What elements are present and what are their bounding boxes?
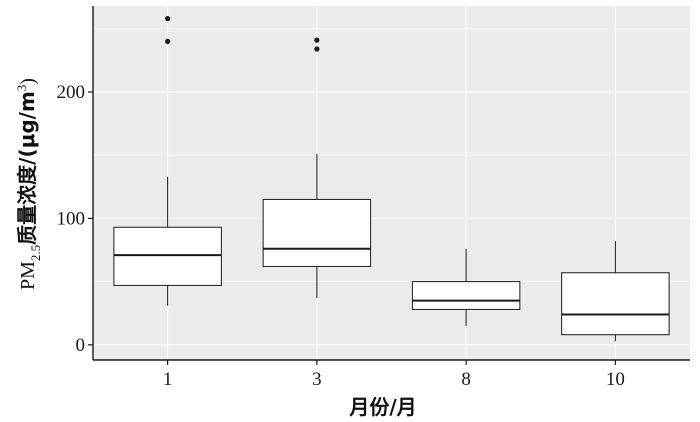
outlier-point [165, 16, 171, 22]
boxes [113, 16, 670, 342]
outlier-point [165, 38, 171, 45]
outlier-point [314, 46, 320, 52]
box-body [411, 281, 521, 310]
y-axis-title-superscript: 3 [14, 85, 29, 92]
box-body [561, 272, 670, 336]
y-tick-label: 200 [57, 82, 86, 103]
x-tick-label: 3 [312, 369, 322, 390]
y-axis-ticks: 0 100 200 [57, 82, 93, 356]
box-10 [561, 241, 670, 342]
box-8 [411, 248, 521, 326]
box-body [113, 226, 222, 286]
outlier-point [314, 37, 320, 43]
box-3 [262, 37, 372, 299]
x-axis-ticks: 1 3 8 10 [163, 360, 625, 390]
y-axis-title-middle: 质量浓度/(μg/m [15, 91, 39, 245]
x-tick-label: 8 [461, 369, 471, 390]
box-1 [113, 16, 222, 306]
x-tick-label: 10 [606, 369, 625, 390]
x-axis-title: 月份/月 [348, 395, 416, 419]
y-axis-title-suffix: ) [17, 78, 39, 85]
x-tick-label: 1 [163, 369, 173, 390]
y-axis-title: PM2.5质量浓度/(μg/m3) [14, 78, 43, 290]
box-body [262, 198, 372, 267]
y-axis-title-prefix: PM [17, 261, 39, 290]
y-tick-label: 100 [57, 208, 86, 229]
y-axis-title-subscript: 2.5 [28, 245, 43, 261]
y-tick-label: 0 [76, 335, 86, 356]
